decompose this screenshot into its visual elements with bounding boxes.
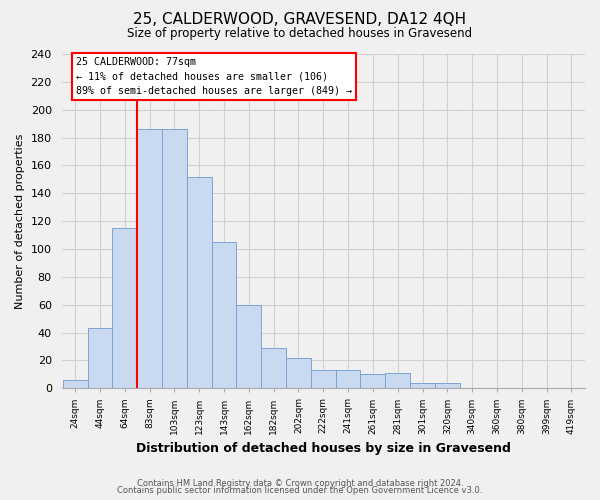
Bar	[311, 370, 335, 388]
Text: Size of property relative to detached houses in Gravesend: Size of property relative to detached ho…	[127, 28, 473, 40]
Bar	[236, 304, 261, 388]
Bar	[435, 382, 460, 388]
Bar	[261, 348, 286, 389]
Bar	[410, 382, 435, 388]
Bar	[335, 370, 361, 388]
Bar	[112, 228, 137, 388]
Bar	[385, 373, 410, 388]
Text: Contains public sector information licensed under the Open Government Licence v3: Contains public sector information licen…	[118, 486, 482, 495]
Y-axis label: Number of detached properties: Number of detached properties	[15, 134, 25, 309]
Bar	[187, 176, 212, 388]
Bar	[137, 129, 162, 388]
Bar	[286, 358, 311, 388]
Bar	[162, 129, 187, 388]
Text: 25 CALDERWOOD: 77sqm
← 11% of detached houses are smaller (106)
89% of semi-deta: 25 CALDERWOOD: 77sqm ← 11% of detached h…	[76, 57, 352, 96]
Text: Contains HM Land Registry data © Crown copyright and database right 2024.: Contains HM Land Registry data © Crown c…	[137, 478, 463, 488]
Bar	[88, 328, 112, 388]
X-axis label: Distribution of detached houses by size in Gravesend: Distribution of detached houses by size …	[136, 442, 511, 455]
Text: 25, CALDERWOOD, GRAVESEND, DA12 4QH: 25, CALDERWOOD, GRAVESEND, DA12 4QH	[133, 12, 467, 28]
Bar	[63, 380, 88, 388]
Bar	[361, 374, 385, 388]
Bar	[212, 242, 236, 388]
